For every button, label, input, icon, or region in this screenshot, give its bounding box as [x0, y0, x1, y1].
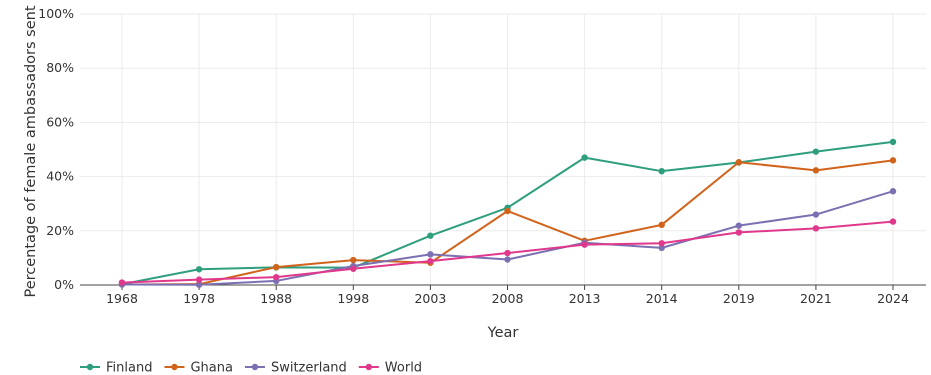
legend-item-ghana[interactable]: Ghana [164, 361, 233, 375]
data-point-world [427, 257, 434, 265]
x-tick-label: 1978 [183, 291, 215, 306]
x-tick-label: 2013 [569, 291, 601, 306]
data-point-finland [812, 148, 820, 155]
x-tick-label: 2021 [800, 291, 832, 306]
series-lines [118, 138, 897, 288]
data-point-world [812, 225, 820, 232]
data-point-ghana [504, 207, 511, 215]
legend-label: World [385, 361, 422, 375]
data-point-finland [658, 167, 665, 175]
data-point-finland [427, 232, 434, 239]
x-tick-label: 2008 [492, 291, 524, 306]
legend-item-switzerland[interactable]: Switzerland [244, 361, 347, 375]
y-tick-label: 100% [38, 6, 74, 21]
y-tick-label: 40% [46, 169, 74, 184]
x-axis-title: Year [487, 325, 519, 341]
data-point-world [350, 265, 357, 272]
data-point-switzerland [812, 211, 820, 218]
x-tick-label: 2024 [877, 291, 909, 306]
axes: 0% 20% 40% 60% 80% 100% 1968 1978 1988 1998 2003 20… [38, 6, 926, 306]
x-tick-label: 2003 [414, 291, 446, 306]
data-point-finland [889, 138, 897, 146]
legend-marker [171, 363, 178, 371]
legend-label: Switzerland [271, 361, 347, 375]
legend-marker [251, 363, 259, 371]
legend: Finland Ghana Switzerland World [80, 361, 422, 375]
x-tick-label: 1968 [106, 291, 138, 306]
data-point-world [118, 279, 126, 286]
data-point-switzerland [889, 188, 897, 195]
data-point-ghana [735, 159, 742, 166]
x-tick-label: 1998 [337, 291, 369, 306]
x-tick-label: 2019 [723, 291, 755, 306]
data-point-world [273, 273, 280, 281]
data-point-switzerland [658, 244, 665, 252]
legend-label: Finland [106, 361, 152, 375]
data-point-ghana [812, 167, 820, 174]
x-tick-label: 2014 [646, 291, 678, 306]
legend-marker [86, 363, 94, 371]
y-tick-label: 80% [46, 60, 74, 75]
data-point-ghana [658, 221, 665, 229]
grid [80, 13, 926, 285]
legend-label: Ghana [190, 361, 233, 375]
data-point-ghana [889, 157, 897, 164]
y-tick-label: 60% [46, 114, 74, 129]
data-point-switzerland [735, 222, 742, 229]
y-axis-title: Percentage of female ambassadors sent [23, 5, 39, 297]
data-point-world [504, 249, 511, 257]
data-point-world [581, 241, 588, 248]
data-point-world [889, 218, 897, 225]
data-point-world [195, 276, 203, 283]
data-point-finland [195, 266, 203, 273]
data-point-world [735, 229, 742, 236]
legend-item-world[interactable]: World [358, 361, 422, 375]
data-point-finland [581, 154, 588, 161]
data-point-ghana [273, 263, 280, 271]
data-point-switzerland [195, 281, 203, 288]
y-tick-label: 20% [46, 223, 74, 238]
data-point-ghana [350, 256, 357, 264]
data-point-switzerland [427, 251, 434, 258]
x-tick-label: 1988 [260, 291, 292, 306]
legend-marker [365, 363, 372, 371]
legend-item-finland[interactable]: Finland [80, 361, 152, 375]
data-point-switzerland [504, 256, 511, 263]
data-point-world [658, 240, 665, 247]
y-tick-label: 0% [54, 277, 74, 292]
